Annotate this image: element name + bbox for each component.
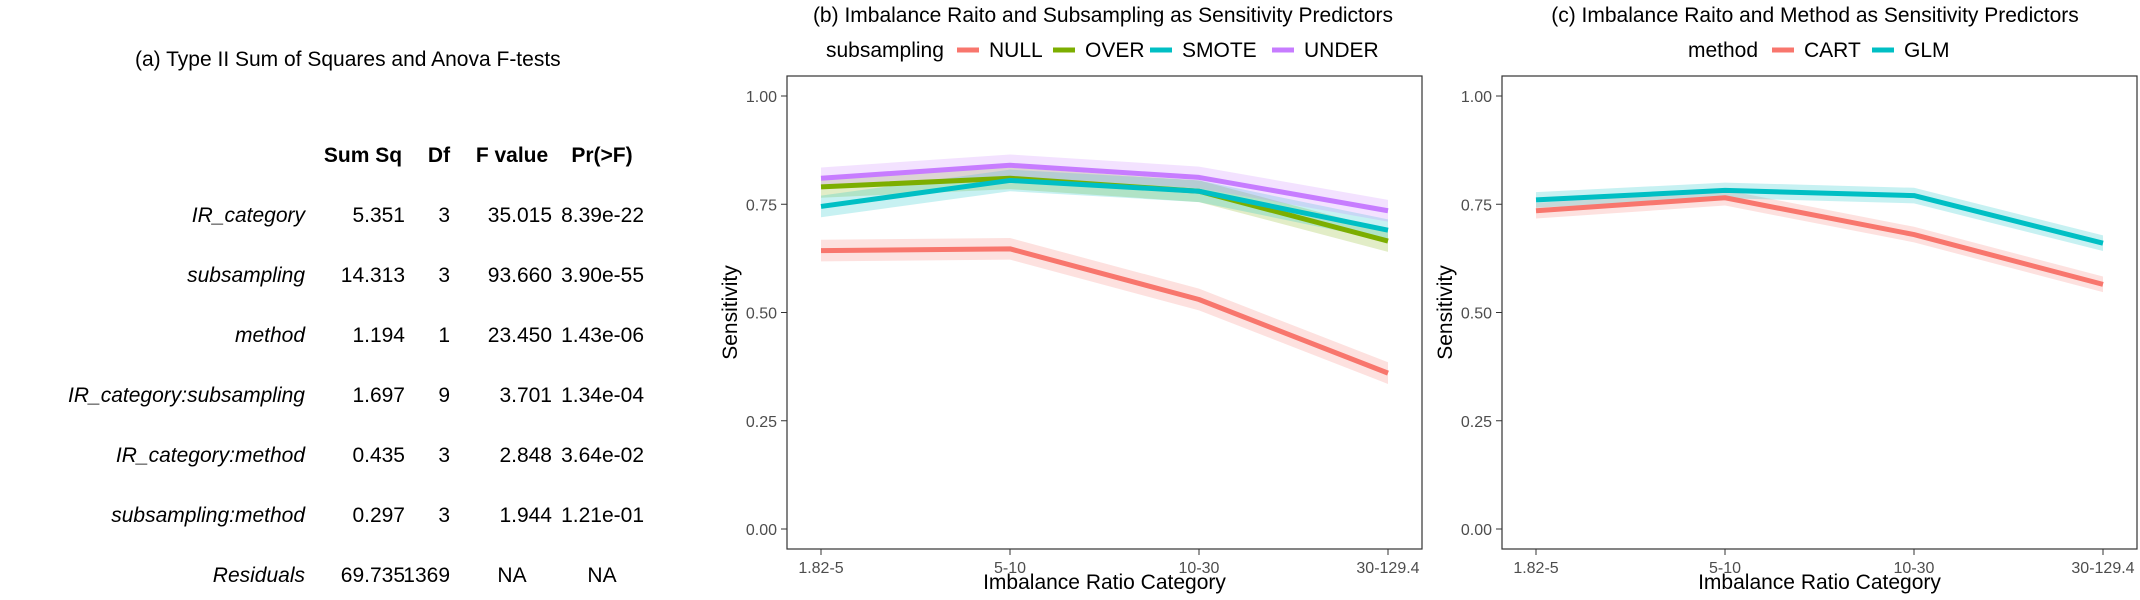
anova-row-label: IR_category:method <box>115 444 305 467</box>
anova-cell-value: 1.944 <box>499 504 552 527</box>
legend-title: subsampling <box>826 39 944 62</box>
anova-cell-value: 1.43e-06 <box>561 324 644 347</box>
y-tick-label: 1.00 <box>746 89 777 106</box>
anova-cell-value: 3.701 <box>499 384 552 407</box>
legend-label-glm: GLM <box>1904 39 1950 62</box>
anova-row-label: IR_category <box>191 204 305 227</box>
legend-title: method <box>1688 39 1758 62</box>
legend-label-over: OVER <box>1085 39 1145 62</box>
anova-cell-value: 3 <box>438 504 450 527</box>
anova-row-label: method <box>234 324 305 347</box>
anova-cell-value: 3 <box>438 264 450 287</box>
anova-cell-value: 93.660 <box>487 264 552 287</box>
anova-cell-value: 1 <box>438 324 450 347</box>
y-tick-label: 0.50 <box>1461 306 1492 323</box>
series-line-smote <box>820 177 1389 233</box>
anova-cell-value: 3 <box>438 444 450 467</box>
x-tick-label: 10-30 <box>1894 560 1935 577</box>
y-tick-label: 0.00 <box>746 522 777 539</box>
anova-row-label: subsampling <box>187 264 305 287</box>
confidence-band-cart <box>1536 189 2103 293</box>
anova-cell-value: 0.297 <box>352 504 405 527</box>
x-axis-title: Imbalance Ratio Category <box>1698 571 1941 594</box>
anova-cell-value: 3 <box>438 204 450 227</box>
y-tick-label: 0.75 <box>1461 197 1492 214</box>
y-tick-label: 0.00 <box>1461 522 1492 539</box>
anova-cell-value: 35.015 <box>487 204 552 227</box>
x-tick-label: 5-10 <box>1709 560 1741 577</box>
anova-row-label: subsampling:method <box>111 504 305 527</box>
x-tick-label: 30-129.4 <box>2071 560 2134 577</box>
confidence-band-null <box>821 238 1388 384</box>
series-line-cart <box>1535 195 2104 287</box>
y-tick-label: 0.75 <box>746 197 777 214</box>
chart-title: (b) Imbalance Raito and Subsampling as S… <box>813 4 1393 27</box>
anova-cell-value: 23.450 <box>487 324 552 347</box>
confidence-band-under <box>821 154 1388 222</box>
anova-cell-value: 1.697 <box>352 384 405 407</box>
anova-cell-value: 8.39e-22 <box>561 204 644 227</box>
x-tick-label: 30-129.4 <box>1356 560 1419 577</box>
x-tick-label: 1.82-5 <box>798 560 843 577</box>
anova-cell-value: NA <box>587 564 617 587</box>
y-axis-title: Sensitivity <box>719 265 742 360</box>
chart-title: (c) Imbalance Raito and Method as Sensit… <box>1551 4 2079 27</box>
x-axis-title: Imbalance Ratio Category <box>983 571 1226 594</box>
anova-cell-value: 1.34e-04 <box>561 384 644 407</box>
anova-cell-value: 3.90e-55 <box>561 264 644 287</box>
anova-column-header: F value <box>475 144 549 167</box>
anova-cell-value: NA <box>497 564 527 587</box>
anova-cell-value: 2.848 <box>499 444 552 467</box>
y-tick-label: 0.50 <box>746 306 777 323</box>
anova-row-label: IR_category:subsampling <box>68 384 305 407</box>
anova-cell-value: 69.735 <box>340 564 405 587</box>
plot-panel <box>1501 75 2138 550</box>
anova-column-header: Sum Sq <box>323 144 403 167</box>
series-line-glm <box>1535 187 2104 246</box>
legend-label-under: UNDER <box>1304 39 1379 62</box>
series-line-null <box>820 246 1389 376</box>
anova-row-label: Residuals <box>212 564 305 587</box>
anova-cell-value: 5.351 <box>352 204 405 227</box>
x-tick-label: 5-10 <box>994 560 1026 577</box>
legend-label-smote: SMOTE <box>1182 39 1257 62</box>
series-line-under <box>820 162 1389 214</box>
anova-column-header: Df <box>427 144 451 167</box>
anova-column-header: Pr(>F) <box>571 144 633 167</box>
x-tick-label: 10-30 <box>1179 560 1220 577</box>
anova-cell-value: 9 <box>438 384 450 407</box>
legend-label-cart: CART <box>1804 39 1861 62</box>
anova-cell-value: 3.64e-02 <box>561 444 644 467</box>
y-tick-label: 1.00 <box>1461 89 1492 106</box>
y-axis-title: Sensitivity <box>1434 265 1457 360</box>
anova-cell-value: 1.194 <box>352 324 405 347</box>
anova-cell-value: 0.435 <box>352 444 405 467</box>
anova-cell-value: 1.21e-01 <box>561 504 644 527</box>
anova-cell-value: 14.313 <box>340 264 405 287</box>
y-tick-label: 0.25 <box>1461 414 1492 431</box>
y-tick-label: 0.25 <box>746 414 777 431</box>
legend-label-null: NULL <box>989 39 1043 62</box>
x-tick-label: 1.82-5 <box>1513 560 1558 577</box>
anova-cell-value: 1369 <box>403 564 450 587</box>
anova-title: (a) Type II Sum of Squares and Anova F-t… <box>135 48 561 71</box>
